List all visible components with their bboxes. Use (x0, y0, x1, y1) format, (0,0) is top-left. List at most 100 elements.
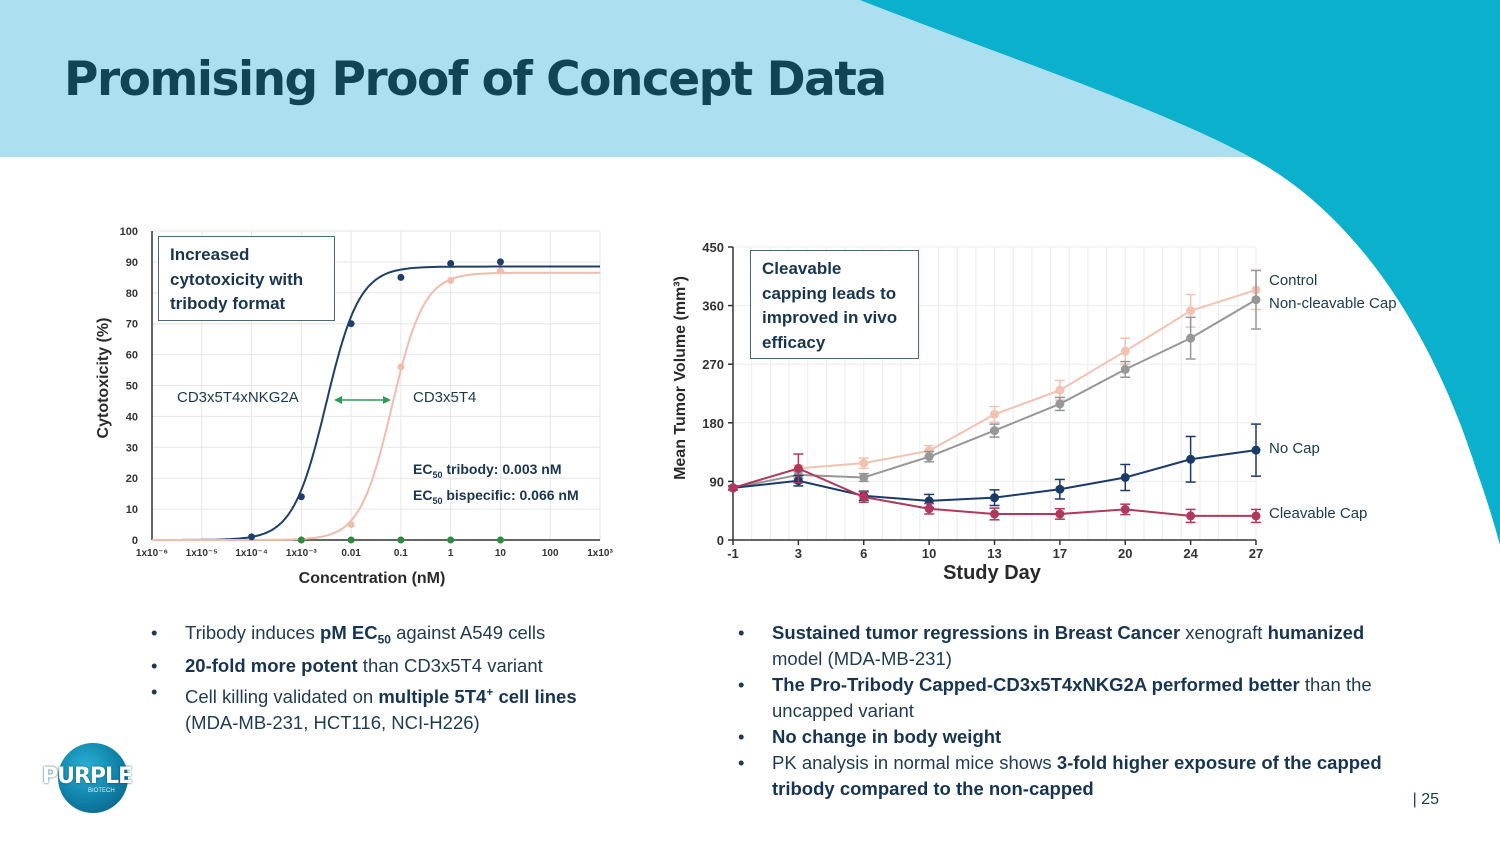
bullet-item: The Pro-Tribody Capped-CD3x5T4xNKG2A per… (738, 672, 1432, 724)
data-point (1186, 306, 1196, 316)
data-point (397, 363, 405, 371)
y-tick-label: 30 (126, 442, 138, 454)
data-point (859, 458, 869, 468)
bullet-item: No change in body weight (738, 724, 1432, 750)
data-point (1251, 445, 1261, 455)
y-axis-label: Cytotoxicity (%) (95, 318, 112, 439)
data-point (447, 276, 455, 284)
x-axis-label: Concentration (nM) (299, 570, 446, 587)
series-Non-cleavable Cap (728, 269, 1261, 493)
y-tick-label: 0 (132, 535, 138, 547)
ec50-shift-arrow (334, 396, 391, 404)
series-lines (728, 269, 1261, 524)
legend-cleavable-cap: Cleavable Cap (1269, 505, 1368, 522)
data-point (859, 472, 869, 482)
data-point (397, 536, 405, 544)
callout-line: Cleavable (762, 259, 842, 278)
data-point (924, 504, 934, 514)
y-tick-label: 450 (702, 240, 724, 255)
y-tick-label: 100 (120, 226, 138, 238)
data-point (990, 426, 999, 436)
x-tick-label: 13 (987, 546, 1001, 561)
data-point (347, 536, 355, 544)
data-point (447, 259, 455, 267)
data-point (924, 452, 934, 462)
data-point (1120, 472, 1130, 482)
y-tick-label: 0 (717, 533, 724, 548)
x-tick-label: 1x10⁻⁵ (186, 548, 219, 559)
data-point (1251, 511, 1261, 521)
logo-text: PURPLE (42, 764, 133, 789)
x-tick-label: 1x10⁻⁶ (136, 548, 168, 559)
x-tick-label: 24 (1183, 546, 1198, 561)
x-tick-label: 6 (860, 546, 867, 561)
y-tick-label: 60 (126, 350, 138, 362)
data-point (1055, 399, 1065, 409)
callout-line: tribody format (170, 294, 286, 313)
data-point (297, 493, 305, 501)
data-point (1120, 346, 1130, 356)
y-tick-label: 360 (702, 299, 724, 314)
x-tick-label: 1x10⁻⁴ (235, 548, 268, 559)
data-point (990, 509, 999, 519)
data-point (1186, 511, 1196, 521)
callout-line: improved in vivo (762, 308, 898, 327)
data-point (347, 320, 355, 328)
x-tick-label: 10 (922, 546, 936, 561)
x-tick-label: 100 (542, 548, 559, 559)
legend-control: Control (1269, 272, 1318, 289)
y-tick-label: 10 (126, 504, 138, 516)
y-tick-label: 270 (702, 357, 724, 372)
x-axis-label: Study Day (943, 562, 1042, 584)
y-tick-label: 40 (126, 411, 138, 423)
legend-noncleavable-cap: Non-cleavable Cap (1269, 295, 1397, 312)
data-point (447, 536, 455, 544)
data-point (496, 267, 504, 275)
data-point (1186, 454, 1196, 464)
data-point (1251, 295, 1261, 305)
left-callout-box: Increased cytotoxicity with tribody form… (158, 236, 335, 321)
series-Cleavable Cap (728, 453, 1261, 524)
page-number: | 25 (1412, 791, 1439, 808)
x-tick-label: 17 (1053, 546, 1067, 561)
data-point (397, 273, 405, 281)
data-point (1055, 484, 1065, 494)
x-tick-label: -1 (727, 546, 739, 561)
x-tick-label: 1 (448, 548, 454, 559)
data-point (248, 533, 256, 541)
x-tick-label: 20 (1118, 546, 1132, 561)
data-point (859, 492, 869, 502)
bullet-item: 20-fold more potent than CD3x5T4 variant (151, 653, 665, 679)
fit-curves (152, 265, 600, 541)
data-point (1055, 509, 1065, 519)
data-point (1120, 504, 1130, 514)
bullet-item: Cell killing validated on multiple 5T4+ … (151, 679, 665, 736)
data-points (248, 258, 504, 544)
data-point (1120, 364, 1130, 374)
callout-line: Increased (170, 245, 250, 264)
y-tick-label: 80 (126, 288, 138, 300)
y-tick-label: 70 (126, 319, 138, 331)
data-point (1055, 385, 1065, 395)
x-tick-label: 1x10³ (587, 548, 613, 559)
data-point (728, 483, 738, 493)
data-point (990, 409, 999, 419)
legend-no-cap: No Cap (1269, 440, 1320, 457)
data-point (496, 536, 504, 544)
bullet-item: Sustained tumor regressions in Breast Ca… (738, 620, 1432, 672)
callout-line: capping leads to (762, 283, 897, 303)
left-bullet-list: Tribody induces pM EC50 against A549 cel… (151, 620, 665, 736)
y-tick-label: 20 (126, 473, 138, 485)
x-tick-label: 27 (1249, 546, 1263, 561)
data-point (1186, 333, 1196, 343)
bispecific-curve-label: CD3x5T4 (413, 389, 477, 406)
x-tick-label: 0.01 (341, 548, 361, 559)
x-tick-label: 3 (795, 546, 802, 561)
callout-line: cytotoxicity with (170, 269, 304, 289)
fit-curve-CD3x5T4 (152, 271, 600, 541)
tribody-curve-label: CD3x5T4xNKG2A (177, 389, 299, 406)
data-point (793, 463, 803, 473)
bullet-item: PK analysis in normal mice shows 3-fold … (738, 750, 1432, 802)
right-callout-box: Cleavable capping leads to improved in v… (750, 250, 919, 359)
header-accent-swoosh (860, 0, 1500, 560)
